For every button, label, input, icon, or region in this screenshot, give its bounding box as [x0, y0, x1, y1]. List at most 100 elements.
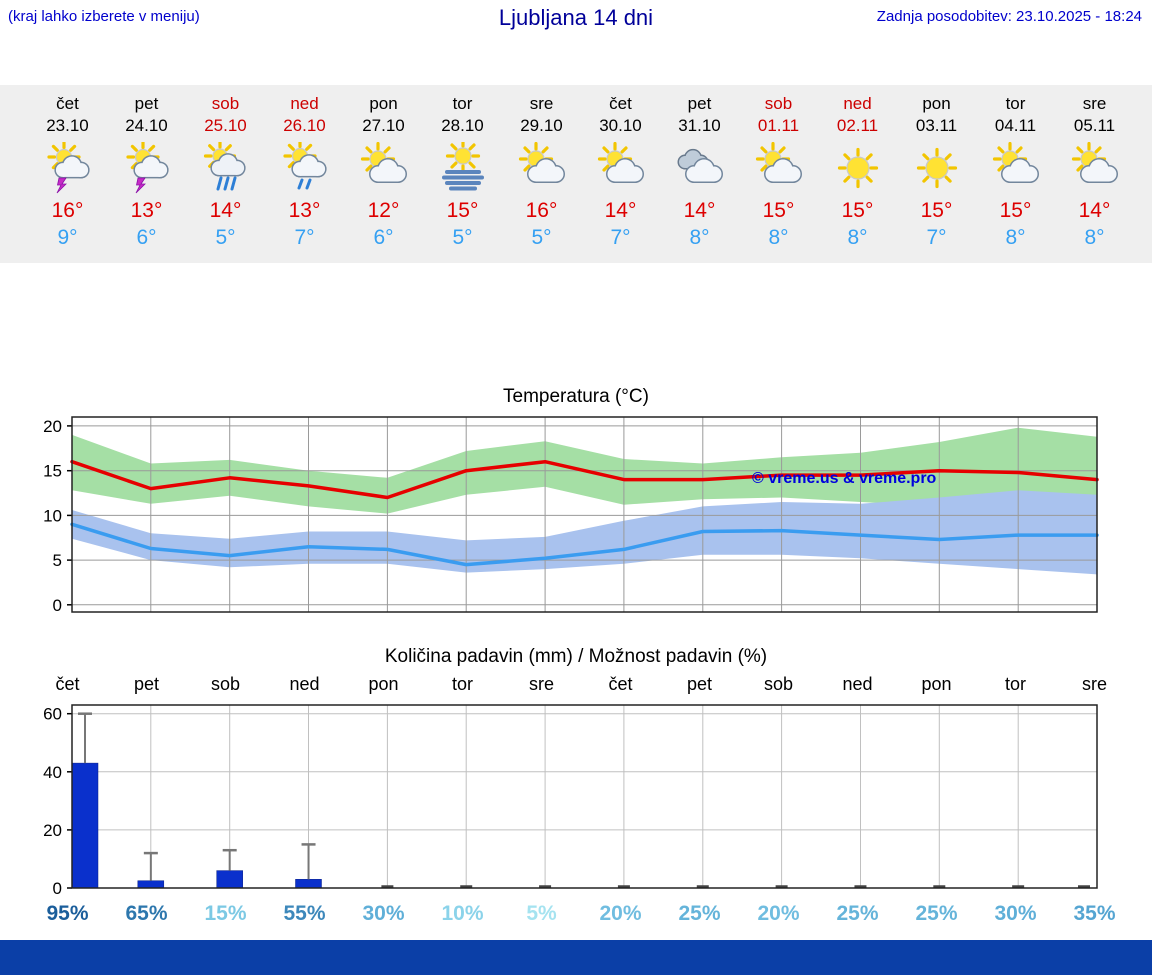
sun-cloud-lightning-icon: [125, 142, 169, 194]
day-column[interactable]: tor 04.11 15° 8°: [976, 93, 1055, 263]
sun-cloud-icon: [597, 142, 644, 183]
day-column[interactable]: tor 28.10 15° 5°: [423, 93, 502, 263]
day-date: 05.11: [1073, 116, 1116, 135]
precip-day-label: čet: [55, 674, 80, 694]
precip-day-label: sre: [1081, 674, 1107, 694]
day-date: 04.11: [994, 116, 1037, 135]
precip-day-label: sre: [528, 674, 554, 694]
svg-text:0: 0: [53, 596, 62, 615]
low-temp: 7°: [926, 226, 947, 249]
precip-day-label: pon: [368, 674, 399, 694]
high-temp: 15°: [999, 199, 1032, 222]
day-column[interactable]: sre 29.10 16° 5°: [502, 93, 581, 263]
precip-probability-row: 95% 65% 15% 55% 30% 10% 5% 20% 25% 20% 25% 25% 30% 35…: [0, 902, 1152, 926]
low-temp: 8°: [1084, 226, 1105, 249]
svg-text:5: 5: [53, 551, 62, 570]
low-temp: 8°: [847, 226, 868, 249]
sun-cloud-lightning-icon: [46, 142, 90, 194]
day-column[interactable]: sre 05.11 14° 8°: [1055, 93, 1134, 263]
precip-probability: 25%: [836, 902, 879, 925]
day-date: 02.11: [836, 116, 879, 135]
day-date: 24.10: [125, 116, 168, 135]
precip-probability: 25%: [678, 902, 721, 925]
day-date: 28.10: [441, 116, 484, 135]
day-date: 31.10: [678, 116, 721, 135]
low-temp: 8°: [768, 226, 789, 249]
day-column[interactable]: čet 30.10 14° 7°: [581, 93, 660, 263]
svg-text:20: 20: [43, 821, 62, 840]
sun-cloud-icon: [992, 142, 1039, 183]
day-column[interactable]: ned 02.11 15° 8°: [818, 93, 897, 263]
svg-text:0: 0: [53, 879, 62, 898]
forecast-strip: čet 23.10 16° 9° pet 24.10 13° 6° sob 25.10 14° 5° n…: [0, 85, 1152, 263]
precip-probability: 15%: [204, 902, 247, 925]
low-temp: 8°: [689, 226, 710, 249]
low-temp: 6°: [136, 226, 157, 249]
day-column[interactable]: sob 01.11 15° 8°: [739, 93, 818, 263]
precip-day-label: ned: [842, 674, 873, 694]
sun-cloud-icon: [1071, 142, 1118, 183]
high-temp: 14°: [683, 199, 716, 222]
temperature-chart: 0 5 10 15 20 © vreme.us & vreme.pro: [43, 416, 1099, 615]
high-temp: 16°: [51, 199, 84, 222]
day-date: 30.10: [599, 116, 642, 135]
precipitation-chart: 0 20 40 60: [43, 704, 1098, 898]
day-name: čet: [56, 94, 79, 113]
footer-bar: [0, 940, 1152, 975]
low-temp: 7°: [294, 226, 315, 249]
svg-text:15: 15: [43, 462, 62, 481]
precip-probability: 55%: [283, 902, 326, 925]
low-temp: 8°: [1005, 226, 1026, 249]
day-name: pet: [687, 94, 712, 113]
day-date: 23.10: [46, 116, 89, 135]
low-temp: 7°: [610, 226, 631, 249]
day-date: 26.10: [283, 116, 326, 135]
page-title: Ljubljana 14 dni: [498, 5, 654, 30]
low-temp: 5°: [531, 226, 552, 249]
day-name: tor: [452, 94, 473, 113]
clouds-icon: [677, 148, 723, 183]
day-date: 01.11: [757, 116, 800, 135]
svg-text:© vreme.us & vreme.pro: © vreme.us & vreme.pro: [752, 470, 937, 487]
low-temp: 5°: [215, 226, 236, 249]
day-name: sob: [764, 94, 793, 113]
day-column[interactable]: pet 31.10 14° 8°: [660, 93, 739, 263]
day-column[interactable]: ned 26.10 13° 7°: [265, 93, 344, 263]
day-column[interactable]: pon 03.11 15° 7°: [897, 93, 976, 263]
high-temp: 15°: [920, 199, 953, 222]
sun-icon: [916, 147, 957, 189]
day-column[interactable]: pon 27.10 12° 6°: [344, 93, 423, 263]
precip-probability: 20%: [757, 902, 800, 925]
day-column[interactable]: pet 24.10 13° 6°: [107, 93, 186, 263]
high-temp: 15°: [841, 199, 874, 222]
sun-fog-icon: [441, 142, 484, 191]
day-name: tor: [1005, 94, 1026, 113]
precip-day-label: pon: [921, 674, 952, 694]
day-name: pet: [134, 94, 159, 113]
day-name: pon: [922, 94, 951, 113]
day-column[interactable]: sob 25.10 14° 5°: [186, 93, 265, 263]
sun-cloud-icon: [755, 142, 802, 183]
low-temp: 9°: [57, 226, 78, 249]
svg-text:20: 20: [43, 417, 62, 436]
precip-day-label: tor: [451, 674, 473, 694]
precip-probability: 5%: [526, 902, 557, 925]
high-temp: 13°: [288, 199, 321, 222]
precip-probability: 10%: [441, 902, 484, 925]
high-temp: 13°: [130, 199, 163, 222]
precip-probability: 95%: [46, 902, 89, 925]
day-name: sre: [1082, 94, 1107, 113]
day-name: čet: [609, 94, 632, 113]
precip-day-label: čet: [608, 674, 633, 694]
day-date: 25.10: [204, 116, 247, 135]
precip-day-labels: čet pet sob ned pon tor sre čet pet sob ned pon tor s…: [0, 674, 1152, 695]
high-temp: 15°: [762, 199, 795, 222]
high-temp: 14°: [604, 199, 637, 222]
precip-chart-title: Količina padavin (mm) / Možnost padavin …: [384, 646, 768, 667]
sun-cloud-showers-icon: [282, 142, 327, 190]
day-name: sob: [211, 94, 240, 113]
day-name: pon: [369, 94, 398, 113]
precip-probability: 30%: [362, 902, 405, 925]
day-column[interactable]: čet 23.10 16° 9°: [28, 93, 107, 263]
